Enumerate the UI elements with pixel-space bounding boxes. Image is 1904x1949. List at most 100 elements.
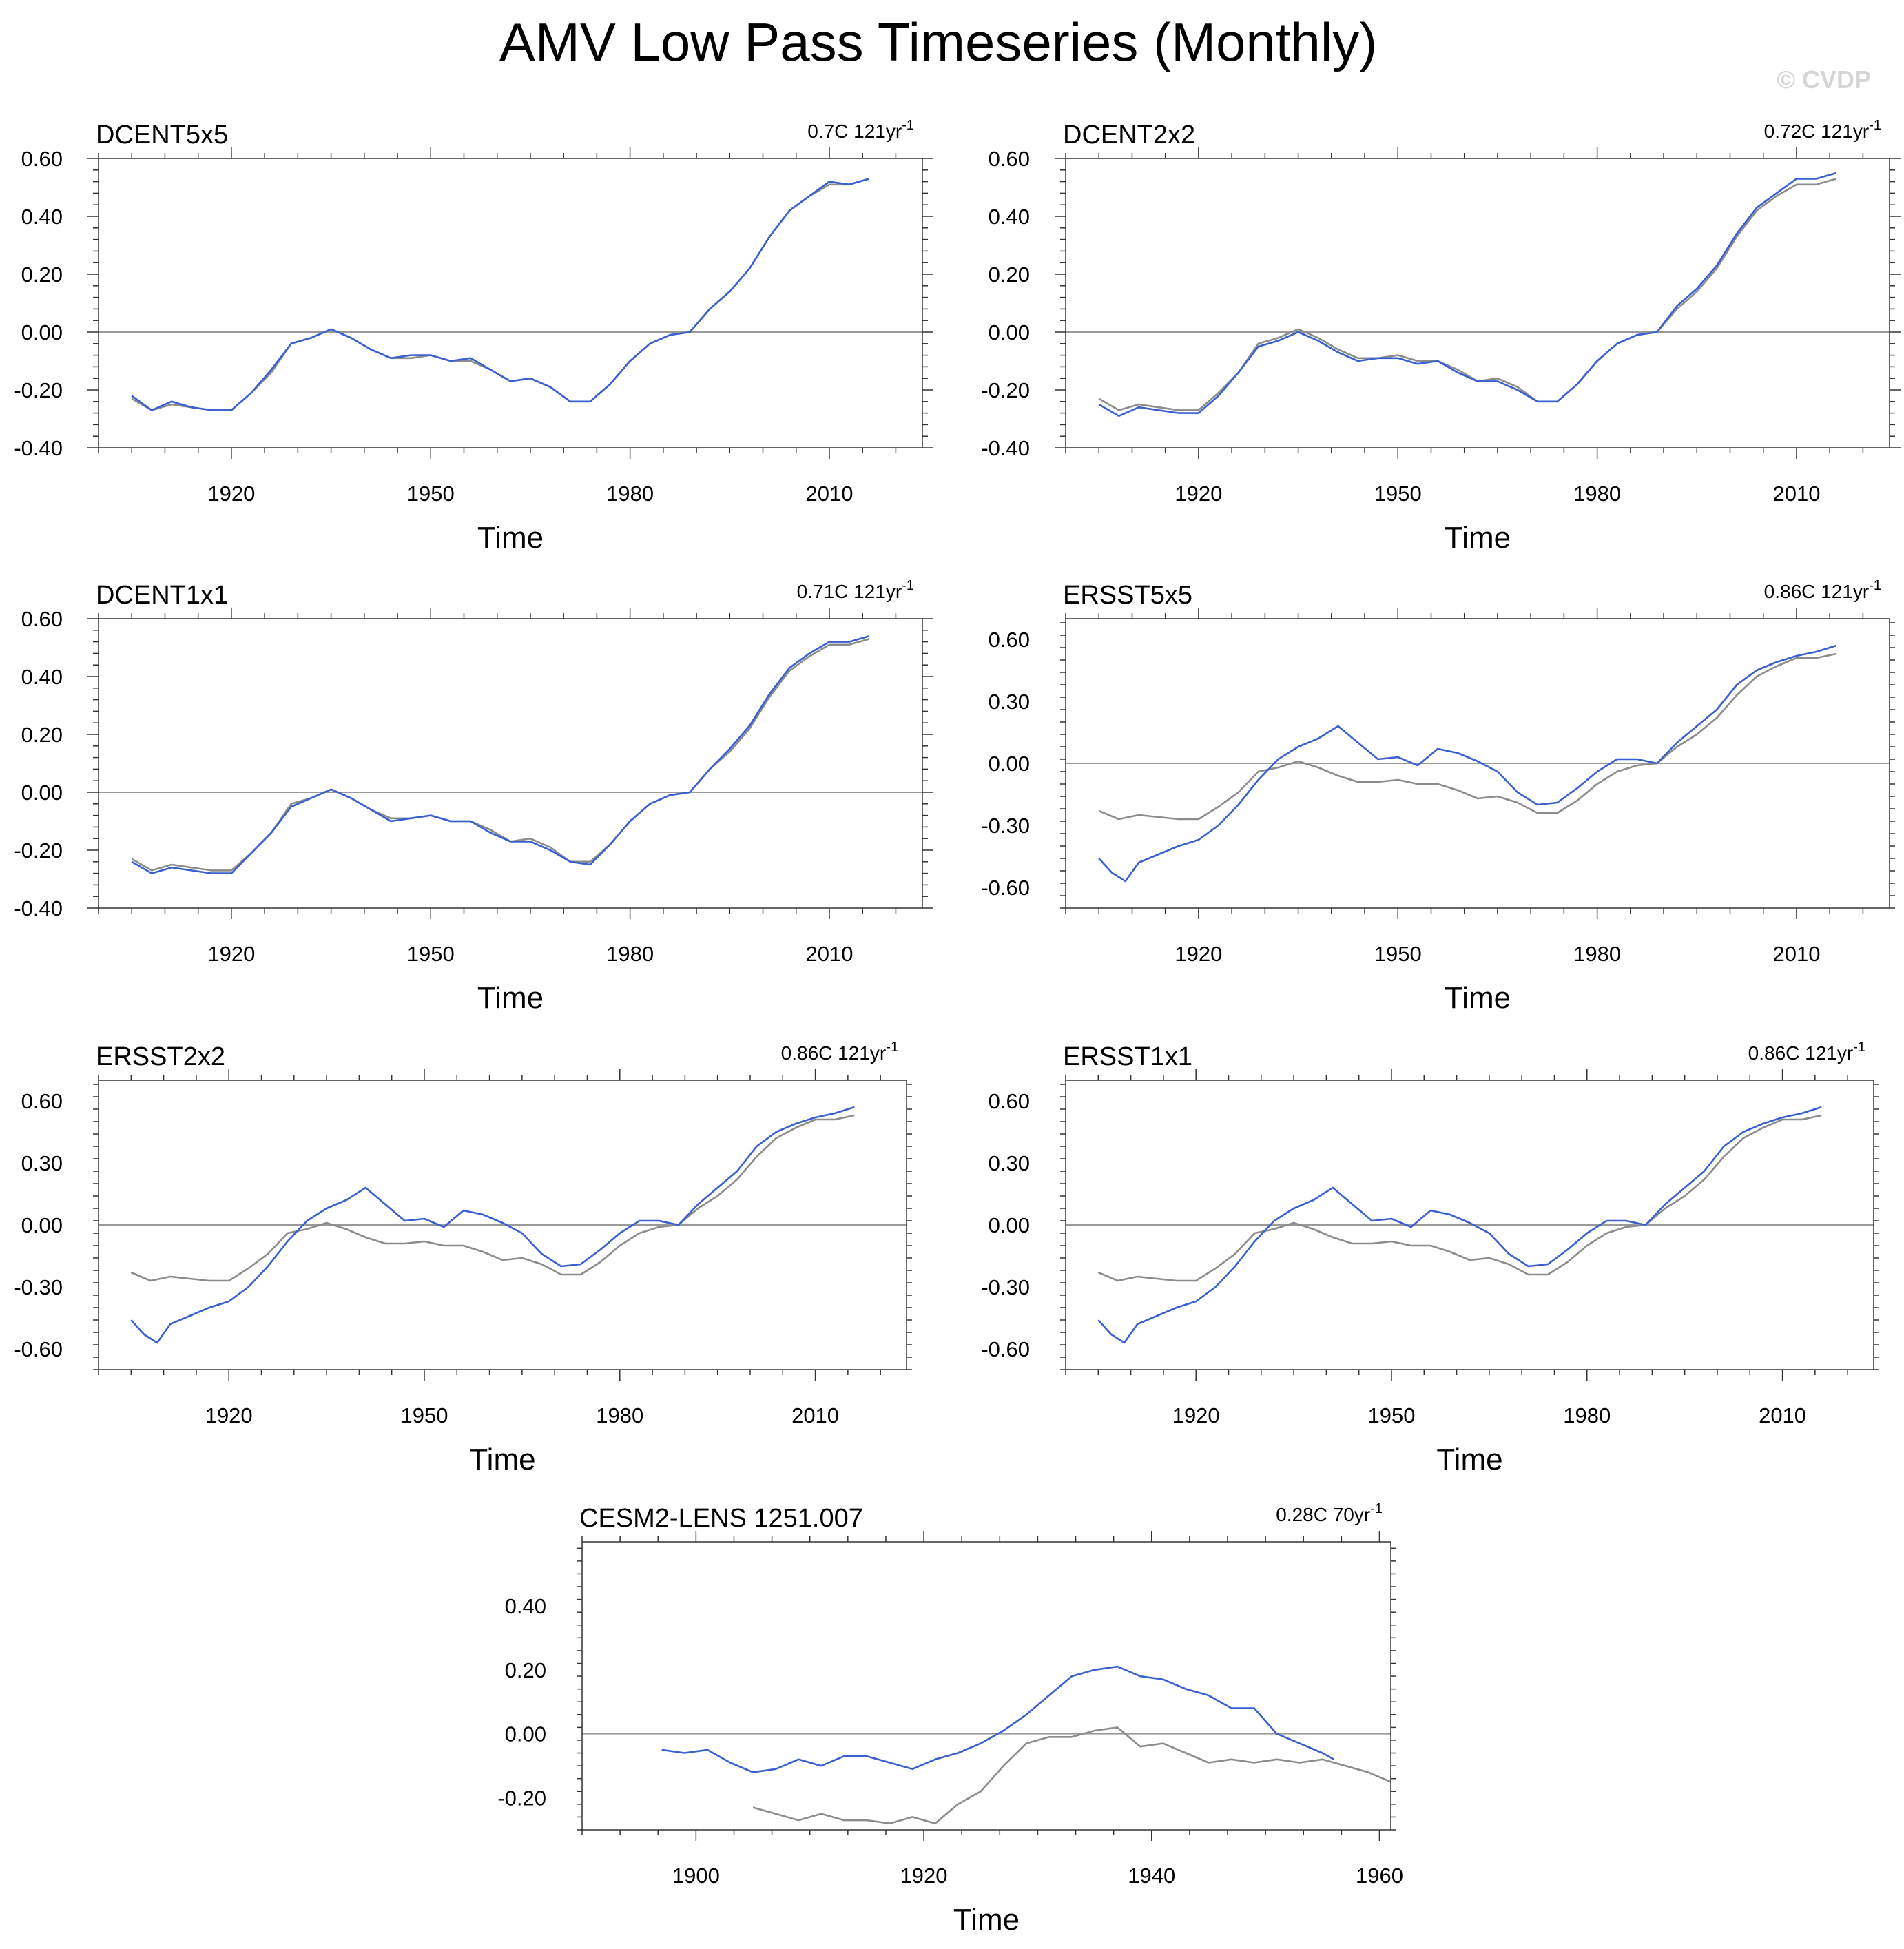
x-tick-label: 1980: [606, 482, 654, 506]
x-tick-label: 1920: [1175, 942, 1222, 966]
panel-ersst1x1: ERSST1x1 0.86C 121yr-1 -0.60 -0.30 0.00 0.30 0…: [981, 1040, 1879, 1476]
x-tick-label: 1980: [596, 1403, 643, 1427]
x-tick-label: 2010: [791, 1403, 839, 1427]
series-reference-line: [131, 638, 870, 872]
x-tick-label: 1960: [1356, 1864, 1403, 1888]
x-tick-label: 1920: [1172, 1403, 1220, 1427]
y-tick-label: -0.60: [14, 1337, 63, 1361]
panel-ersst5x5: ERSST5x5 0.86C 121yr-1 -0.60 -0.30 0.00 0.30 0…: [981, 578, 1895, 1015]
plot-frame: [1065, 1080, 1874, 1370]
x-tick-label: 2010: [805, 942, 853, 966]
y-tick-label: -0.20: [14, 378, 63, 402]
y-tick-label: 0.00: [505, 1722, 546, 1746]
y-tick-label: 0.00: [989, 1213, 1030, 1237]
series-observed-line: [1097, 1106, 1822, 1344]
y-tick-label: -0.20: [981, 378, 1030, 402]
figure-title: AMV Low Pass Timeseries (Monthly): [499, 12, 1377, 72]
plot-frame: [98, 158, 923, 448]
y-tick-label: 0.60: [989, 1089, 1030, 1113]
y-tick-label: 0.40: [21, 205, 63, 229]
panel-stat: 0.71C 121yr-1: [797, 578, 914, 602]
y-tick-label: -0.60: [981, 1337, 1030, 1361]
plot-frame: [98, 618, 923, 909]
panel-title: DCENT5x5: [96, 121, 228, 149]
y-tick-label: -0.40: [14, 436, 63, 460]
y-tick-label: -0.60: [981, 876, 1030, 900]
x-axis-label: Time: [1445, 981, 1511, 1015]
x-tick-label: 1950: [400, 1403, 448, 1427]
panel-stat: 0.7C 121yr-1: [807, 118, 914, 142]
x-tick-label: 1920: [207, 482, 255, 506]
y-tick-label: 0.60: [21, 607, 63, 631]
x-tick-label: 1920: [205, 1403, 253, 1427]
plot-frame: [98, 1080, 907, 1370]
y-tick-label: 0.40: [989, 205, 1030, 229]
y-tick-label: -0.30: [981, 1275, 1030, 1299]
x-axis-label: Time: [953, 1903, 1020, 1937]
y-tick-label: 0.30: [989, 1151, 1030, 1175]
x-tick-label: 1950: [1374, 482, 1422, 506]
x-tick-label: 1920: [900, 1864, 948, 1888]
y-tick-label: -0.20: [14, 838, 63, 863]
x-axis-label: Time: [477, 981, 544, 1015]
panel-title: ERSST2x2: [96, 1042, 225, 1071]
y-tick-label: 0.20: [21, 723, 63, 747]
y-tick-label: -0.40: [981, 436, 1030, 460]
y-tick-label: 0.00: [21, 1213, 63, 1237]
y-tick-label: 0.30: [989, 690, 1030, 714]
series-reference-line: [1098, 652, 1837, 821]
y-tick-label: 0.40: [505, 1594, 546, 1618]
panel-title: CESM2-LENS 1251.007: [579, 1504, 863, 1533]
y-tick-label: 0.20: [505, 1658, 546, 1682]
y-tick-label: 0.20: [21, 262, 63, 287]
x-axis-label: Time: [469, 1443, 535, 1476]
series-reference-line: [130, 1114, 855, 1282]
series-observed-line: [1098, 172, 1837, 417]
panel-dcent5x5: DCENT5x5 0.7C 121yr-1 -0.40 -0.20 0.00 0.20 0.…: [14, 118, 933, 555]
panel-title: DCENT1x1: [96, 581, 228, 610]
x-axis-label: Time: [477, 521, 544, 555]
x-axis-label: Time: [1445, 521, 1511, 555]
y-tick-label: 0.00: [21, 320, 63, 344]
plot-frame: [581, 1541, 1391, 1831]
series-reference-line: [752, 1726, 1391, 1824]
panel-dcent1x1: DCENT1x1 0.71C 121yr-1 -0.40 -0.20 0.00 0.20 0…: [14, 578, 933, 1015]
y-tick-label: 0.20: [989, 262, 1030, 287]
series-observed-line: [130, 1106, 855, 1344]
x-tick-label: 1980: [1573, 482, 1621, 506]
x-tick-label: 1920: [207, 942, 255, 966]
y-tick-label: 0.00: [989, 752, 1030, 776]
series-observed-line: [131, 635, 870, 874]
panel-title: ERSST1x1: [1063, 1042, 1192, 1071]
panel-stat: 0.28C 70yr-1: [1276, 1501, 1383, 1525]
x-tick-label: 1980: [1573, 942, 1621, 966]
series-observed-line: [1098, 644, 1837, 883]
x-tick-label: 1940: [1128, 1864, 1175, 1888]
x-tick-label: 1950: [407, 482, 455, 506]
panel-title: DCENT2x2: [1063, 121, 1195, 149]
x-tick-label: 2010: [1759, 1403, 1806, 1427]
x-tick-label: 1920: [1175, 482, 1222, 506]
x-tick-label: 1950: [1367, 1403, 1415, 1427]
panel-cesm2-lens-1251-007: CESM2-LENS 1251.007 0.28C 70yr-1 -0.20 0.00…: [497, 1501, 1403, 1937]
y-tick-label: 0.40: [21, 665, 63, 689]
panel-stat: 0.72C 121yr-1: [1764, 118, 1881, 142]
panel-stat: 0.86C 121yr-1: [1748, 1040, 1865, 1064]
y-tick-label: -0.40: [14, 896, 63, 920]
x-tick-label: 2010: [1772, 482, 1820, 506]
panel-ersst2x2: ERSST2x2 0.86C 121yr-1 -0.60 -0.30 0.00 0.30 0…: [14, 1040, 912, 1476]
x-tick-label: 1980: [1563, 1403, 1611, 1427]
x-tick-label: 1950: [1374, 942, 1422, 966]
x-axis-label: Time: [1436, 1443, 1502, 1476]
series-observed-line: [131, 178, 870, 411]
plot-frame: [1065, 158, 1890, 448]
y-tick-label: 0.30: [21, 1151, 63, 1175]
y-tick-label: 0.00: [21, 781, 63, 805]
x-tick-label: 1980: [606, 942, 654, 966]
series-reference-line: [1097, 1114, 1822, 1282]
x-tick-label: 1950: [407, 942, 455, 966]
y-tick-label: 0.60: [989, 628, 1030, 652]
x-tick-label: 2010: [1772, 942, 1820, 966]
y-tick-label: 0.60: [21, 147, 63, 171]
